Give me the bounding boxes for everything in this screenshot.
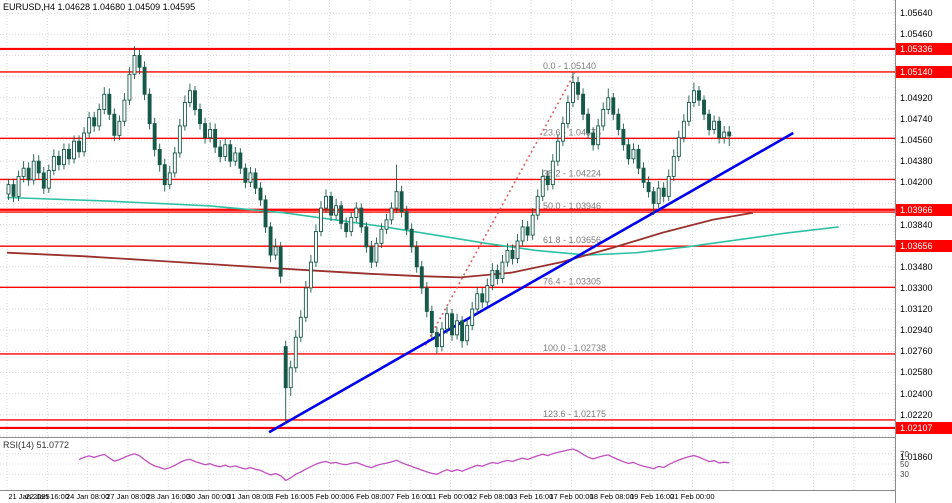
rsi-level-label: 30 bbox=[900, 470, 909, 480]
price-tick-label: 1.04560 bbox=[900, 135, 933, 146]
fib-level-label: 0.0 - 1.05140 bbox=[543, 61, 596, 71]
time-axis[interactable]: 21 Jan 2025 22 Jan 16:00 24 Jan 08:00 27 Ja… bbox=[0, 490, 895, 503]
time-tick-label: 30 Jan 00:00 bbox=[186, 492, 231, 501]
price-tick-label: 1.03840 bbox=[900, 219, 933, 230]
price-tick-label: 1.04200 bbox=[900, 177, 933, 188]
time-tick-label: 27 Jan 08:00 bbox=[106, 492, 150, 501]
rsi-indicator-text: RSI(14) 51.0772 bbox=[3, 440, 70, 450]
time-tick-label: 13 Feb 16:00 bbox=[509, 492, 554, 501]
price-tick-label: 1.02220 bbox=[900, 409, 933, 420]
price-tick-label: 1.02580 bbox=[900, 367, 933, 378]
time-tick-label: 7 Feb 16:00 bbox=[390, 492, 431, 501]
ma-fast-line[interactable] bbox=[6, 196, 839, 256]
price-tick-label: 1.01860 bbox=[900, 451, 933, 462]
time-tick-label: 21 Jan 2025 bbox=[8, 492, 50, 501]
rsi-indicator-label: RSI(14) 51.0772 bbox=[3, 440, 69, 450]
time-tick-label: 11 Feb 00:00 bbox=[428, 492, 473, 501]
time-tick-label: 24 Jan 08:00 bbox=[65, 492, 110, 501]
price-level-badge: 1.03656 bbox=[896, 240, 952, 253]
price-level-badge: 1.03966 bbox=[896, 203, 952, 216]
time-tick-label: 21 Feb 00:00 bbox=[670, 492, 715, 501]
time-tick-label: 17 Feb 00:00 bbox=[549, 492, 594, 501]
price-chart-area[interactable]: 0.0 - 1.05140 23.6 - 1.04575 38.2 - 1.0422… bbox=[0, 0, 895, 437]
rsi-level-label: 70 bbox=[900, 449, 909, 459]
time-tick-label: 22 Jan 16:00 bbox=[25, 492, 69, 501]
time-tick-label: 5 Feb 00:00 bbox=[309, 492, 350, 501]
price-tick-label: 1.04380 bbox=[900, 156, 933, 167]
rsi-grid bbox=[0, 438, 895, 490]
rsi-panel[interactable]: RSI(14) 51.0772 bbox=[0, 437, 895, 490]
time-tick-label: 28 Jan 16:00 bbox=[146, 492, 190, 501]
price-tick-label: 1.03300 bbox=[900, 282, 933, 293]
time-tick-label: 18 Feb 08:00 bbox=[589, 492, 634, 501]
price-tick-label: 1.04740 bbox=[900, 113, 933, 124]
price-tick-label: 1.05640 bbox=[900, 8, 933, 19]
fib-level-label: 100.0 - 1.02738 bbox=[543, 343, 606, 353]
ohlc-info-text: EURUSD,H4 1.04628 1.04680 1.04509 1.0459… bbox=[3, 2, 196, 12]
time-tick-label: 31 Jan 08:00 bbox=[227, 492, 271, 501]
price-tick-label: 1.05460 bbox=[900, 29, 933, 40]
ohlc-info: EURUSD,H4 1.04628 1.04680 1.04509 1.0459… bbox=[3, 2, 195, 12]
price-tick-label: 1.02400 bbox=[900, 388, 933, 399]
fib-level-label: 50.0 - 1.03946 bbox=[543, 201, 601, 211]
price-tick-label: 1.04920 bbox=[900, 92, 933, 103]
fibonacci-retracement[interactable]: 0.0 - 1.05140 23.6 - 1.04575 38.2 - 1.0422… bbox=[0, 61, 895, 421]
fib-level-label: 76.4 - 1.03305 bbox=[543, 276, 601, 286]
fib-level-label: 23.6 - 1.04575 bbox=[543, 127, 601, 137]
price-level-badge: 1.05140 bbox=[896, 65, 952, 78]
price-tick-label: 1.03480 bbox=[900, 261, 933, 272]
ma-slow-line[interactable] bbox=[6, 211, 754, 279]
time-tick-label: 19 Feb 16:00 bbox=[630, 492, 675, 501]
fib-level-label: 123.6 - 1.02175 bbox=[543, 409, 606, 419]
main-chart-svg: 0.0 - 1.05140 23.6 - 1.04575 38.2 - 1.0422… bbox=[0, 0, 895, 437]
price-tick-label: 1.02760 bbox=[900, 346, 933, 357]
rsi-line bbox=[78, 448, 730, 482]
price-tick-label: 1.02940 bbox=[900, 325, 933, 336]
price-level-badge: 1.02107 bbox=[896, 421, 952, 434]
price-axis[interactable]: 1.05640 1.05460 1.04920 1.04740 1.04560 1.043… bbox=[895, 0, 952, 503]
time-tick-label: 3 Feb 16:00 bbox=[269, 492, 310, 501]
time-tick-label: 12 Feb 08:00 bbox=[468, 492, 513, 501]
time-tick-label: 6 Feb 08:00 bbox=[349, 492, 390, 501]
candles bbox=[6, 46, 732, 425]
fib-level-label: 38.2 - 1.04224 bbox=[543, 168, 601, 178]
price-tick-label: 1.03120 bbox=[900, 304, 933, 315]
rsi-chart-svg bbox=[0, 438, 895, 490]
horizontal-level-lines[interactable] bbox=[0, 47, 895, 430]
rsi-level-label: 50 bbox=[900, 460, 909, 469]
trendline-blue[interactable] bbox=[268, 131, 794, 434]
price-level-badge: 1.05336 bbox=[896, 42, 952, 55]
fib-level-label: 61.8 - 1.03656 bbox=[543, 235, 601, 245]
